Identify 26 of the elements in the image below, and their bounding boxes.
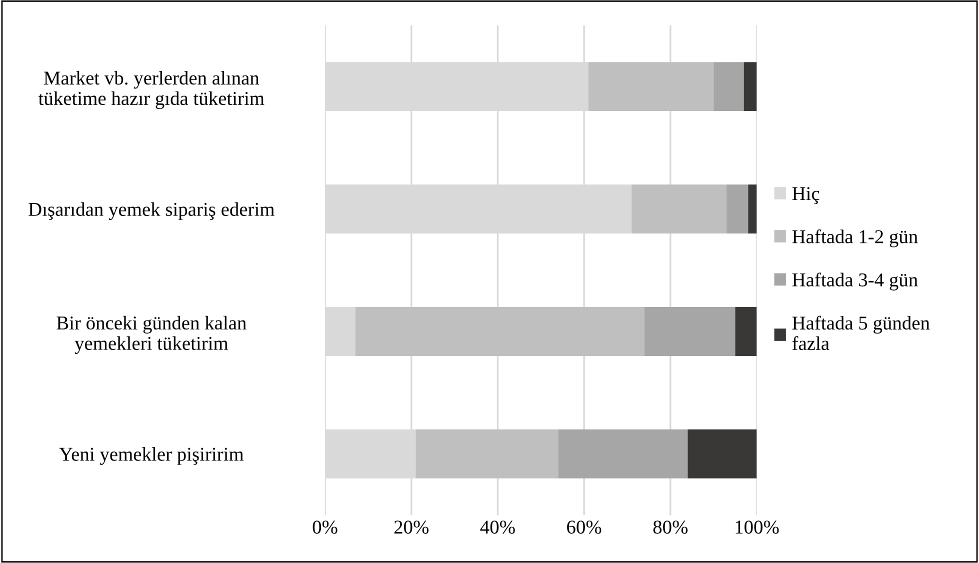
x-tick-label: 80%: [653, 520, 688, 534]
bar: [416, 429, 558, 478]
bar: [355, 306, 645, 356]
legend-label: Hiç: [792, 187, 820, 204]
x-tick-label: 0%: [312, 520, 338, 534]
bar: [632, 184, 727, 234]
bar: [644, 306, 736, 356]
bar: [748, 184, 757, 234]
y-tick-label: Bir önceki günden kalan yemekleri tüketirim: [56, 316, 246, 354]
y-tick-label: Market vb. yerlerden alınan tüketime hazır gıda tüketirim: [38, 70, 264, 110]
bar: [688, 429, 757, 478]
bar: [714, 62, 744, 112]
bar: [558, 429, 688, 478]
x-tick-label: 100%: [736, 520, 779, 534]
y-tick-label: Yeni yemekler pişiririm: [59, 447, 244, 465]
bar: [744, 62, 757, 112]
legend-label: Haftada 3-4 gün: [792, 272, 918, 290]
x-tick-label: 20%: [394, 520, 429, 534]
legend-label: Haftada 1-2 gün: [792, 229, 918, 248]
bar: [735, 306, 757, 356]
x-tick-label: 40%: [480, 520, 515, 534]
y-tick-label: Dışarıdan yemek sipariş ederim: [28, 202, 274, 220]
bar: [588, 62, 714, 112]
legend-label: Haftada 5 günden fazla: [792, 316, 930, 350]
x-tick-label: 60%: [567, 520, 602, 534]
bar: [726, 184, 748, 234]
